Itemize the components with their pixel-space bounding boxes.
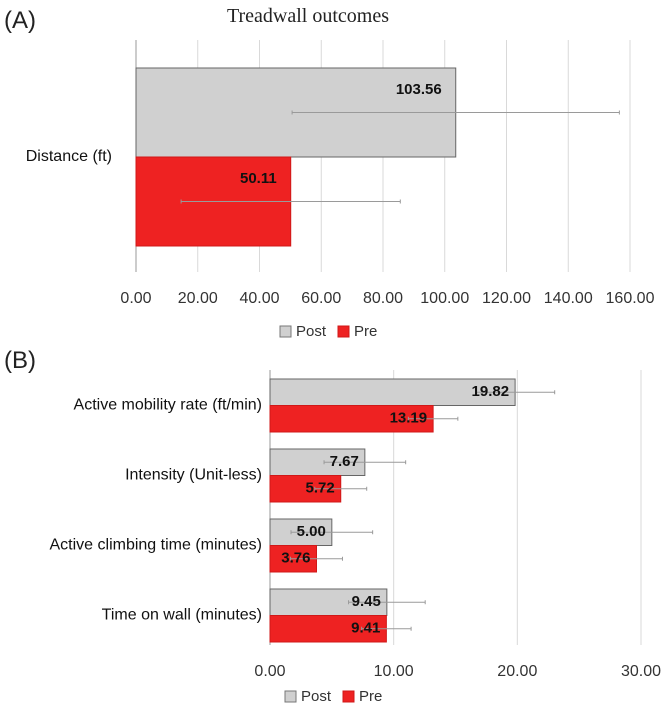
x-tick-label: 80.00 xyxy=(363,290,403,307)
panel-a-label: (A) xyxy=(4,7,36,34)
category-label: Intensity (Unit-less) xyxy=(125,467,262,484)
x-tick-label: 40.00 xyxy=(239,290,279,307)
legend-swatch-post xyxy=(279,325,292,338)
x-tick-label: 140.00 xyxy=(544,290,593,307)
chart-a-title: Treadwall outcomes xyxy=(227,5,389,27)
chart-b: 0.00 10.00 20.00 30.00 Active mobility rate … xyxy=(50,370,661,705)
data-label-pre: 13.19 xyxy=(390,410,428,427)
data-label-post: 5.00 xyxy=(297,523,326,540)
data-label-pre: 3.76 xyxy=(281,550,310,567)
x-tick-label: 60.00 xyxy=(301,290,341,307)
data-label-post: 103.56 xyxy=(396,81,442,98)
x-tick-label: 0.00 xyxy=(120,290,151,307)
panel-b-label: (B) xyxy=(4,347,36,374)
category-label: Active climbing time (minutes) xyxy=(50,537,263,554)
x-tick-label: 20.00 xyxy=(178,290,218,307)
legend-swatch-pre xyxy=(337,325,350,338)
x-tick-label: 20.00 xyxy=(497,663,537,680)
bar-post xyxy=(269,378,516,406)
data-label-pre: 9.41 xyxy=(351,620,380,637)
x-tick-label: 120.00 xyxy=(482,290,531,307)
x-tick-label: 10.00 xyxy=(374,663,414,680)
x-tick-label: 100.00 xyxy=(420,290,469,307)
chart-a: 0.00 20.00 40.00 60.00 80.00 100.00 120.00 140.… xyxy=(26,40,655,340)
data-label-post: 9.45 xyxy=(352,593,381,610)
category-label: Time on wall (minutes) xyxy=(102,607,262,624)
x-tick-label: 30.00 xyxy=(621,663,661,680)
category-label: Distance (ft) xyxy=(26,148,112,165)
category-label: Active mobility rate (ft/min) xyxy=(74,397,262,414)
legend-swatch-post xyxy=(284,690,297,703)
legend-swatch-pre xyxy=(342,690,355,703)
data-label-post: 19.82 xyxy=(472,383,510,400)
data-label-pre: 50.11 xyxy=(240,170,277,187)
legend-label-pre: Pre xyxy=(359,688,382,705)
x-tick-label: 160.00 xyxy=(606,290,655,307)
bar-pre xyxy=(269,405,434,433)
data-label-post: 7.67 xyxy=(330,453,359,470)
legend-label-post: Post xyxy=(296,323,327,340)
x-tick-label: 0.00 xyxy=(254,663,285,680)
legend-label-post: Post xyxy=(301,688,332,705)
data-label-pre: 5.72 xyxy=(306,480,335,497)
legend-label-pre: Pre xyxy=(354,323,377,340)
